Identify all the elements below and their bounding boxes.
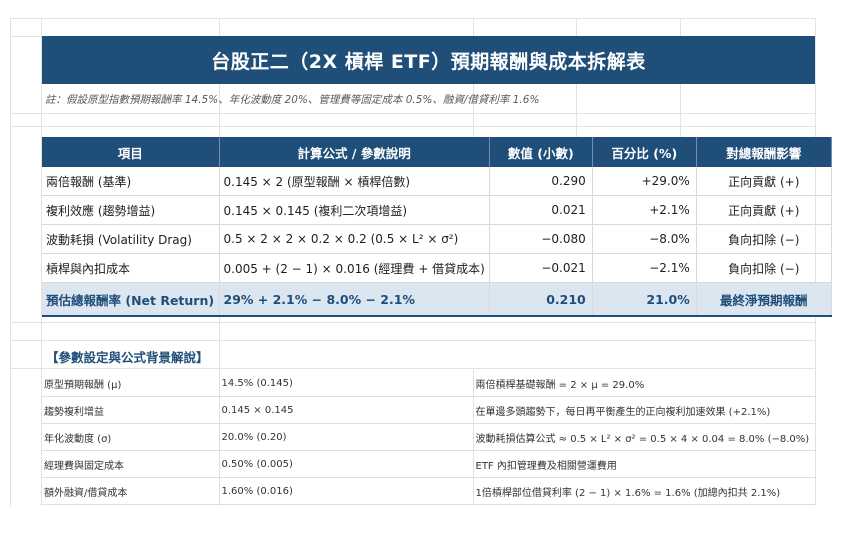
- cell-impact[interactable]: 負向扣除 (−): [696, 253, 832, 283]
- param-row: 趨勢複利增益 0.145 × 0.145 在單邊多頭趨勢下，每日再平衡產生的正向…: [42, 396, 816, 424]
- cell-impact[interactable]: 正向貢獻 (+): [696, 167, 832, 196]
- assumption-note: 註：假設原型指數預期報酬率 14.5%、年化波動度 20%、管理費等固定成本 0…: [45, 94, 540, 106]
- header-decimal[interactable]: 數值 (小數): [489, 137, 593, 167]
- header-item[interactable]: 項目: [42, 137, 220, 167]
- param-description[interactable]: 1倍槓桿部位借貸利率 (2 − 1) × 1.6% = 1.6% (加總內扣共 …: [473, 477, 816, 505]
- header-impact[interactable]: 對總報酬影響: [696, 137, 832, 167]
- params-section-title: 【參數設定與公式背景解說】: [46, 350, 209, 365]
- cell-formula[interactable]: 0.145 × 0.145 (複利二次項增益): [219, 195, 490, 225]
- total-percent[interactable]: 21.0%: [592, 282, 697, 317]
- total-row: 預估總報酬率 (Net Return) 29% + 2.1% − 8.0% − …: [42, 282, 832, 317]
- total-impact[interactable]: 最終淨預期報酬: [696, 282, 832, 317]
- param-row: 額外融資/借貸成本 1.60% (0.016) 1倍槓桿部位借貸利率 (2 − …: [42, 477, 816, 505]
- total-decimal[interactable]: 0.210: [489, 282, 593, 317]
- param-name[interactable]: 年化波動度 (σ): [42, 423, 220, 451]
- cell-formula[interactable]: 0.5 × 2 × 2 × 0.2 × 0.2 (0.5 × L² × σ²): [219, 224, 490, 254]
- param-name[interactable]: 趨勢複利增益: [42, 396, 220, 424]
- header-formula[interactable]: 計算公式 / 參數說明: [219, 137, 490, 167]
- cell-formula[interactable]: 0.005 + (2 − 1) × 0.016 (經理費 + 借貸成本): [219, 253, 490, 283]
- cell-percent[interactable]: −2.1%: [592, 253, 697, 283]
- param-row: 原型預期報酬 (μ) 14.5% (0.145) 兩倍槓桿基礎報酬 = 2 × …: [42, 370, 816, 397]
- param-value[interactable]: 14.5% (0.145): [219, 370, 474, 397]
- params-table: 原型預期報酬 (μ) 14.5% (0.145) 兩倍槓桿基礎報酬 = 2 × …: [42, 370, 816, 505]
- cell-formula[interactable]: 0.145 × 2 (原型報酬 × 槓桿倍數): [219, 167, 490, 196]
- param-name[interactable]: 經理費與固定成本: [42, 450, 220, 478]
- cell-impact[interactable]: 負向扣除 (−): [696, 224, 832, 254]
- total-formula[interactable]: 29% + 2.1% − 8.0% − 2.1%: [219, 282, 490, 317]
- param-description[interactable]: 兩倍槓桿基礎報酬 = 2 × μ = 29.0%: [473, 370, 816, 397]
- return-breakdown-table: 項目 計算公式 / 參數說明 數值 (小數) 百分比 (%) 對總報酬影響 兩倍…: [42, 137, 832, 317]
- total-item[interactable]: 預估總報酬率 (Net Return): [42, 282, 220, 317]
- param-description[interactable]: 在單邊多頭趨勢下，每日再平衡產生的正向複利加速效果 (+2.1%): [473, 396, 816, 424]
- table-row: 複利效應 (趨勢增益) 0.145 × 0.145 (複利二次項增益) 0.02…: [42, 195, 832, 225]
- table-row: 兩倍報酬 (基準) 0.145 × 2 (原型報酬 × 槓桿倍數) 0.290 …: [42, 167, 832, 196]
- table-row: 波動耗損 (Volatility Drag) 0.5 × 2 × 2 × 0.2…: [42, 224, 832, 254]
- param-value[interactable]: 0.145 × 0.145: [219, 396, 474, 424]
- param-value[interactable]: 1.60% (0.016): [219, 477, 474, 505]
- cell-percent[interactable]: +29.0%: [592, 167, 697, 196]
- param-row: 年化波動度 (σ) 20.0% (0.20) 波動耗損估算公式 ≈ 0.5 × …: [42, 423, 816, 451]
- header-percent[interactable]: 百分比 (%): [592, 137, 697, 167]
- cell-decimal[interactable]: −0.080: [489, 224, 593, 254]
- param-name[interactable]: 原型預期報酬 (μ): [42, 370, 220, 397]
- cell-item[interactable]: 波動耗損 (Volatility Drag): [42, 224, 220, 254]
- param-name[interactable]: 額外融資/借貸成本: [42, 477, 220, 505]
- cell-item[interactable]: 槓桿與內扣成本: [42, 253, 220, 283]
- param-description[interactable]: 波動耗損估算公式 ≈ 0.5 × L² × σ² = 0.5 × 4 × 0.0…: [473, 423, 816, 451]
- param-row: 經理費與固定成本 0.50% (0.005) ETF 內扣管理費及相關營運費用: [42, 450, 816, 478]
- cell-decimal[interactable]: −0.021: [489, 253, 593, 283]
- cell-decimal[interactable]: 0.290: [489, 167, 593, 196]
- cell-percent[interactable]: +2.1%: [592, 195, 697, 225]
- param-description[interactable]: ETF 內扣管理費及相關營運費用: [473, 450, 816, 478]
- param-value[interactable]: 20.0% (0.20): [219, 423, 474, 451]
- param-value[interactable]: 0.50% (0.005): [219, 450, 474, 478]
- header-row: 項目 計算公式 / 參數說明 數值 (小數) 百分比 (%) 對總報酬影響: [42, 137, 832, 167]
- cell-item[interactable]: 兩倍報酬 (基準): [42, 167, 220, 196]
- cell-impact[interactable]: 正向貢獻 (+): [696, 195, 832, 225]
- cell-item[interactable]: 複利效應 (趨勢增益): [42, 195, 220, 225]
- cell-percent[interactable]: −8.0%: [592, 224, 697, 254]
- sheet-title: 台股正二（2X 槓桿 ETF）預期報酬與成本拆解表: [42, 36, 815, 84]
- cell-decimal[interactable]: 0.021: [489, 195, 593, 225]
- table-row: 槓桿與內扣成本 0.005 + (2 − 1) × 0.016 (經理費 + 借…: [42, 253, 832, 283]
